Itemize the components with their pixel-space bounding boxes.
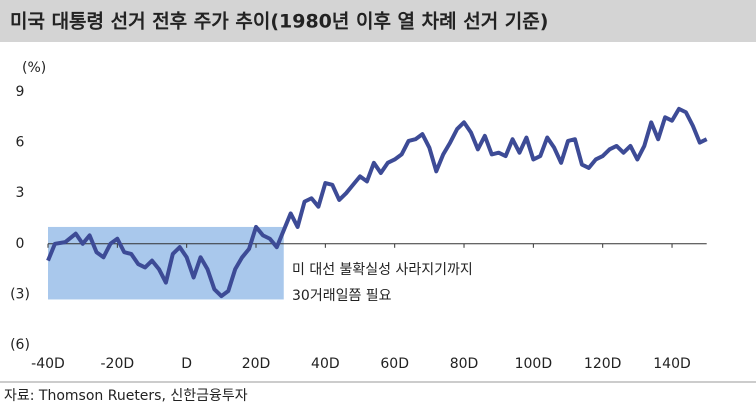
x-tick-label: -20D	[101, 356, 135, 372]
x-tick-label: 40D	[311, 356, 340, 372]
x-tick-label: 80D	[450, 356, 479, 372]
y-tick-label: 9	[16, 84, 25, 100]
x-tick-label: 120D	[584, 356, 622, 372]
y-tick-label: 6	[16, 135, 25, 151]
data-line	[46, 106, 708, 299]
chart-title: 미국 대통령 선거 전후 주가 추이(1980년 이후 열 차례 선거 기준)	[10, 11, 548, 33]
annotation: 미 대선 불확실성 사라지기까지	[292, 262, 473, 278]
x-tick-label: 100D	[515, 356, 553, 372]
y-tick-label: 0	[16, 236, 25, 252]
x-tick-label: 140D	[653, 356, 691, 372]
x-tick-label: 60D	[380, 356, 409, 372]
highlight-band	[48, 226, 284, 300]
source: 자료: Thomson Rueters, 신한금융투자	[4, 388, 248, 404]
x-tick-label: D	[181, 356, 192, 372]
y-tick-label: 3	[16, 185, 25, 201]
annotation: 30거래일쯤 필요	[292, 288, 392, 304]
y-unit: (%)	[22, 60, 46, 76]
x-tick-label: -40D	[31, 356, 65, 372]
x-tick-label: 20D	[242, 356, 271, 372]
y-tick-label: (6)	[10, 337, 30, 353]
title-bar	[0, 0, 756, 42]
y-tick-label: (3)	[10, 286, 30, 302]
